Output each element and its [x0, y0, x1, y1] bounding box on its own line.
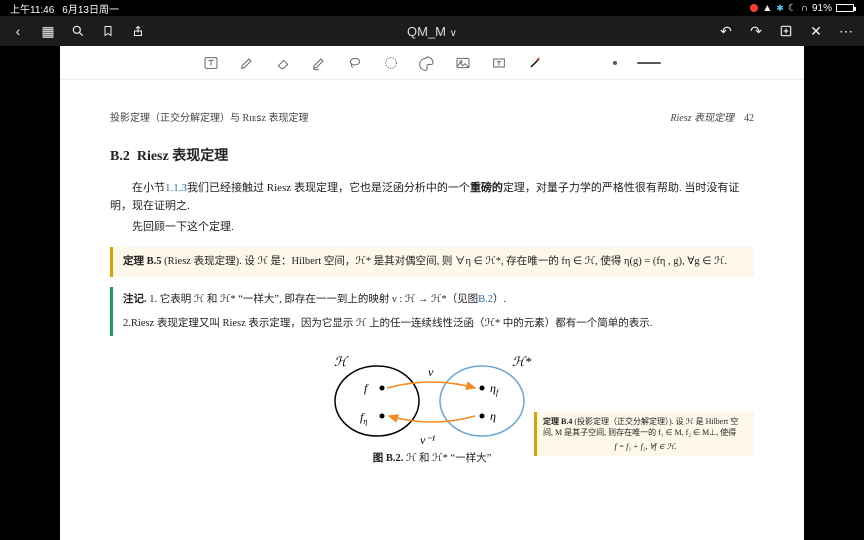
document-page: 投影定理（正交分解定理）与 Rɪᴇꜱᴢ 表现定理 Riesz 表现定理 42 B… — [60, 80, 804, 540]
link-fig-b2[interactable]: B.2 — [478, 294, 493, 305]
redo-icon[interactable]: ↷ — [748, 23, 764, 39]
app-header: ‹ ▦ QM_M ∨ ↶ ↷ ✕ ⋯ — [0, 16, 864, 46]
bluetooth-icon: ✱ — [776, 3, 784, 14]
page-area: 投影定理（正交分解定理）与 Rɪᴇꜱᴢ 表现定理 Riesz 表现定理 42 B… — [0, 80, 864, 540]
search-icon[interactable] — [70, 23, 86, 39]
running-head-page: 42 — [744, 113, 754, 124]
svg-text:f: f — [364, 381, 369, 395]
moon-icon: ☾ — [788, 3, 797, 14]
lasso-icon[interactable] — [347, 55, 363, 71]
svg-text:ℋ: ℋ — [334, 354, 349, 369]
grid-icon[interactable]: ▦ — [40, 23, 56, 39]
recording-icon — [750, 4, 758, 12]
shape-icon[interactable] — [383, 55, 399, 71]
share-icon[interactable] — [130, 23, 146, 39]
svg-text:η: η — [490, 409, 496, 423]
running-head-left: 投影定理（正交分解定理）与 Rɪᴇꜱᴢ 表现定理 — [110, 110, 309, 127]
toolbar — [60, 46, 804, 80]
chevron-down-icon[interactable]: ∨ — [450, 28, 457, 39]
status-bar: 上午11:46 6月13日周一 ▲ ✱ ☾ ∩ 91% — [0, 0, 864, 16]
pen-icon[interactable] — [239, 55, 255, 71]
svg-text:fη: fη — [360, 410, 367, 426]
back-icon[interactable]: ‹ — [10, 23, 26, 39]
magic-icon[interactable] — [527, 55, 543, 71]
figure-b2: ℋ ℋ* f ηf fη η ν ν⁻¹ — [110, 346, 754, 466]
svg-text:ℋ*: ℋ* — [512, 354, 532, 369]
svg-text:ν⁻¹: ν⁻¹ — [420, 433, 436, 446]
close-icon[interactable]: ✕ — [808, 23, 824, 39]
running-head-right-title: Riesz 表现定理 — [670, 113, 734, 124]
wifi-icon: ▲ — [762, 3, 772, 14]
bookmark-icon[interactable] — [100, 23, 116, 39]
status-date: 6月13日周一 — [62, 1, 119, 16]
svg-text:ηf: ηf — [490, 381, 500, 397]
remark-box: 注记. 1. 它表明 ℋ 和 ℋ* “一样大”, 即存在一一到上的映射 ν : … — [110, 287, 754, 337]
section-heading: B.2 Riesz 表现定理 — [110, 145, 754, 169]
undo-icon[interactable]: ↶ — [718, 23, 734, 39]
doc-title: QM_M ∨ — [160, 24, 704, 39]
mini-theorem-box: 定理 B.4 (投影定理（正交分解定理）). 设 ℋ 是 Hilbert 空间,… — [534, 412, 754, 457]
paragraph-2: 先回顾一下这个定理. — [110, 218, 754, 237]
text-box-icon[interactable] — [491, 55, 507, 71]
highlighter-icon[interactable] — [311, 55, 327, 71]
battery-icon — [836, 4, 854, 12]
sticker-icon[interactable] — [419, 55, 435, 71]
add-icon[interactable] — [778, 23, 794, 39]
more-icon[interactable]: ⋯ — [838, 23, 854, 39]
headphone-icon: ∩ — [801, 3, 808, 14]
image-icon[interactable] — [455, 55, 471, 71]
battery-text: 91% — [812, 3, 832, 14]
status-time: 上午11:46 — [10, 1, 54, 16]
stroke-indicator[interactable] — [637, 62, 661, 64]
svg-text:ν: ν — [428, 365, 434, 379]
text-tool-icon[interactable] — [203, 55, 219, 71]
link-1-1-3[interactable]: 1.1.3 — [165, 182, 187, 194]
paragraph-1: 在小节1.1.3我们已经接触过 Riesz 表现定理，它也是泛函分析中的一个重磅… — [110, 179, 754, 216]
eraser-icon[interactable] — [275, 55, 291, 71]
color-indicator[interactable] — [613, 61, 617, 65]
theorem-box: 定理 B.5 (Riesz 表现定理). 设 ℋ 是：Hilbert 空间，ℋ*… — [110, 247, 754, 277]
